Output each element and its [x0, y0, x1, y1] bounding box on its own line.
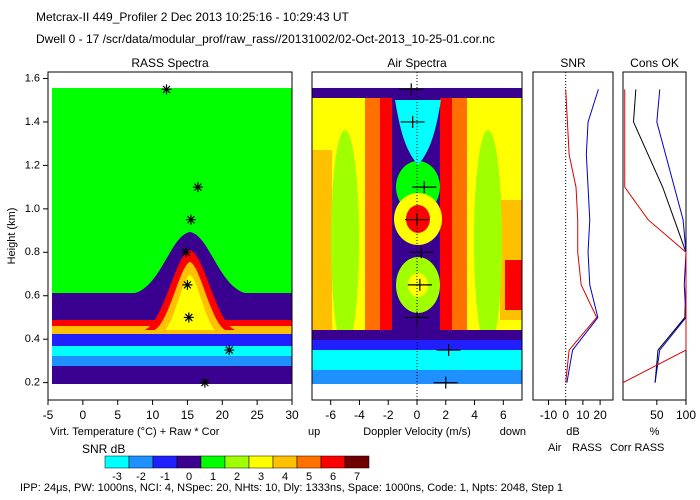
marker — [400, 115, 425, 128]
y-tick-label: 0.2 — [25, 377, 40, 389]
x-tick-label: 25 — [250, 408, 264, 422]
x-tick-label: 100 — [676, 408, 696, 422]
x-tick-label: 50 — [650, 408, 664, 422]
x-tick-label: 0 — [414, 408, 421, 422]
x-tick-label: 4 — [471, 408, 478, 422]
x-tick-label: 15 — [181, 408, 195, 422]
colorbar-tick-label: -2 — [136, 471, 146, 483]
colorbar-swatch — [224, 455, 250, 469]
x-tick-label: 5 — [114, 408, 121, 422]
y-axis-label: Height (km) — [6, 208, 18, 265]
profile-line — [654, 89, 687, 383]
x-tick-label: -5 — [43, 408, 54, 422]
x-tick-label: 30 — [285, 408, 299, 422]
profile-line — [622, 89, 687, 384]
colorbar-tick-label: 4 — [282, 471, 288, 483]
profile-line — [565, 89, 598, 383]
colorbar-tick-label: 0 — [186, 471, 192, 483]
y-tick-label: 0.8 — [25, 246, 40, 258]
colorbar-swatch — [200, 455, 226, 469]
y-tick-label: 1.4 — [25, 116, 40, 128]
panel-title: Air Spectra — [387, 56, 447, 70]
marker — [181, 247, 192, 258]
legend-entry: Corr RASS — [610, 442, 664, 454]
marker — [433, 376, 458, 389]
x-tick-label: -4 — [354, 408, 365, 422]
x-tick-label: 20 — [593, 408, 607, 422]
colorbar-tick-label: 2 — [234, 471, 240, 483]
colorbar-tick-label: 5 — [306, 471, 312, 483]
x-tick-label: 10 — [576, 408, 590, 422]
colorbar-swatch — [248, 455, 274, 469]
marker — [224, 345, 235, 356]
x-tick-label: 0 — [562, 408, 569, 422]
x-axis-label: Doppler Velocity (m/s) — [363, 426, 471, 438]
colorbar-tick-label: 6 — [330, 471, 336, 483]
x-tick-label: -2 — [383, 408, 394, 422]
marker — [405, 213, 429, 226]
colorbar-swatch — [272, 455, 298, 469]
legend-entry: Air — [548, 442, 562, 454]
header-line2: Dwell 0 - 17 /scr/data/modular_prof/raw_… — [36, 32, 495, 46]
y-tick-label: 1.0 — [25, 203, 40, 215]
marker — [412, 181, 437, 194]
panel-title: SNR — [560, 56, 586, 70]
marker — [436, 344, 461, 357]
marker — [161, 84, 172, 95]
colorbar-swatch — [128, 455, 154, 469]
colorbar-swatch — [296, 455, 322, 469]
x-axis-label: Virt. Temperature (°C) + Raw * Cor — [50, 426, 220, 438]
marker — [183, 312, 194, 323]
header-line1: Metcrax-II 449_Profiler 2 Dec 2013 10:25… — [36, 10, 350, 24]
marker — [199, 377, 210, 388]
footer: IPP: 24μs, PW: 1000ns, NCI: 4, NSpec: 20… — [20, 482, 563, 494]
profile-line — [632, 89, 687, 383]
x-tick-label: 20 — [216, 408, 230, 422]
colorbar-tick-label: -1 — [160, 471, 170, 483]
panel-frame — [532, 71, 614, 401]
x-tick-label: 2 — [442, 408, 449, 422]
marker — [407, 278, 432, 291]
marker — [182, 279, 193, 290]
colorbar-swatch — [152, 455, 178, 469]
y-tick-label: 1.6 — [25, 72, 40, 84]
panel-title: RASS Spectra — [131, 56, 209, 70]
x-axis-left-label: up — [308, 426, 320, 438]
colorbar-tick-label: 7 — [354, 471, 360, 483]
x-tick-label: 6 — [500, 408, 507, 422]
y-tick-label: 0.4 — [25, 333, 40, 345]
x-tick-label: -10 — [540, 408, 558, 422]
x-tick-label: 0 — [80, 408, 87, 422]
legend-entry: RASS — [572, 442, 602, 454]
marker — [399, 83, 424, 96]
colorbar-label: SNR dB — [82, 442, 125, 456]
marker — [405, 311, 429, 324]
y-tick-label: 0.6 — [25, 290, 40, 302]
colorbar-swatch — [320, 455, 346, 469]
x-tick-label: 10 — [146, 408, 160, 422]
colorbar-tick-label: -3 — [112, 471, 122, 483]
marker — [192, 182, 203, 193]
colorbar-swatch — [344, 455, 370, 469]
panel-frame — [47, 71, 293, 401]
panel-frame — [622, 71, 687, 401]
rass-field — [52, 88, 292, 384]
marker — [409, 246, 434, 259]
colorbar-swatch — [104, 455, 130, 469]
marker — [185, 214, 196, 225]
panel-title: Cons OK — [630, 56, 679, 70]
y-tick-label: 1.2 — [25, 159, 40, 171]
colorbar-tick-label: 1 — [210, 471, 216, 483]
colorbar-tick-label: 3 — [258, 471, 264, 483]
x-axis-right-label: down — [500, 426, 526, 438]
x-axis-label: % — [650, 426, 660, 438]
profile-line — [566, 89, 599, 383]
x-tick-label: -6 — [325, 408, 336, 422]
x-axis-label: dB — [566, 426, 579, 438]
colorbar-swatch — [176, 455, 202, 469]
